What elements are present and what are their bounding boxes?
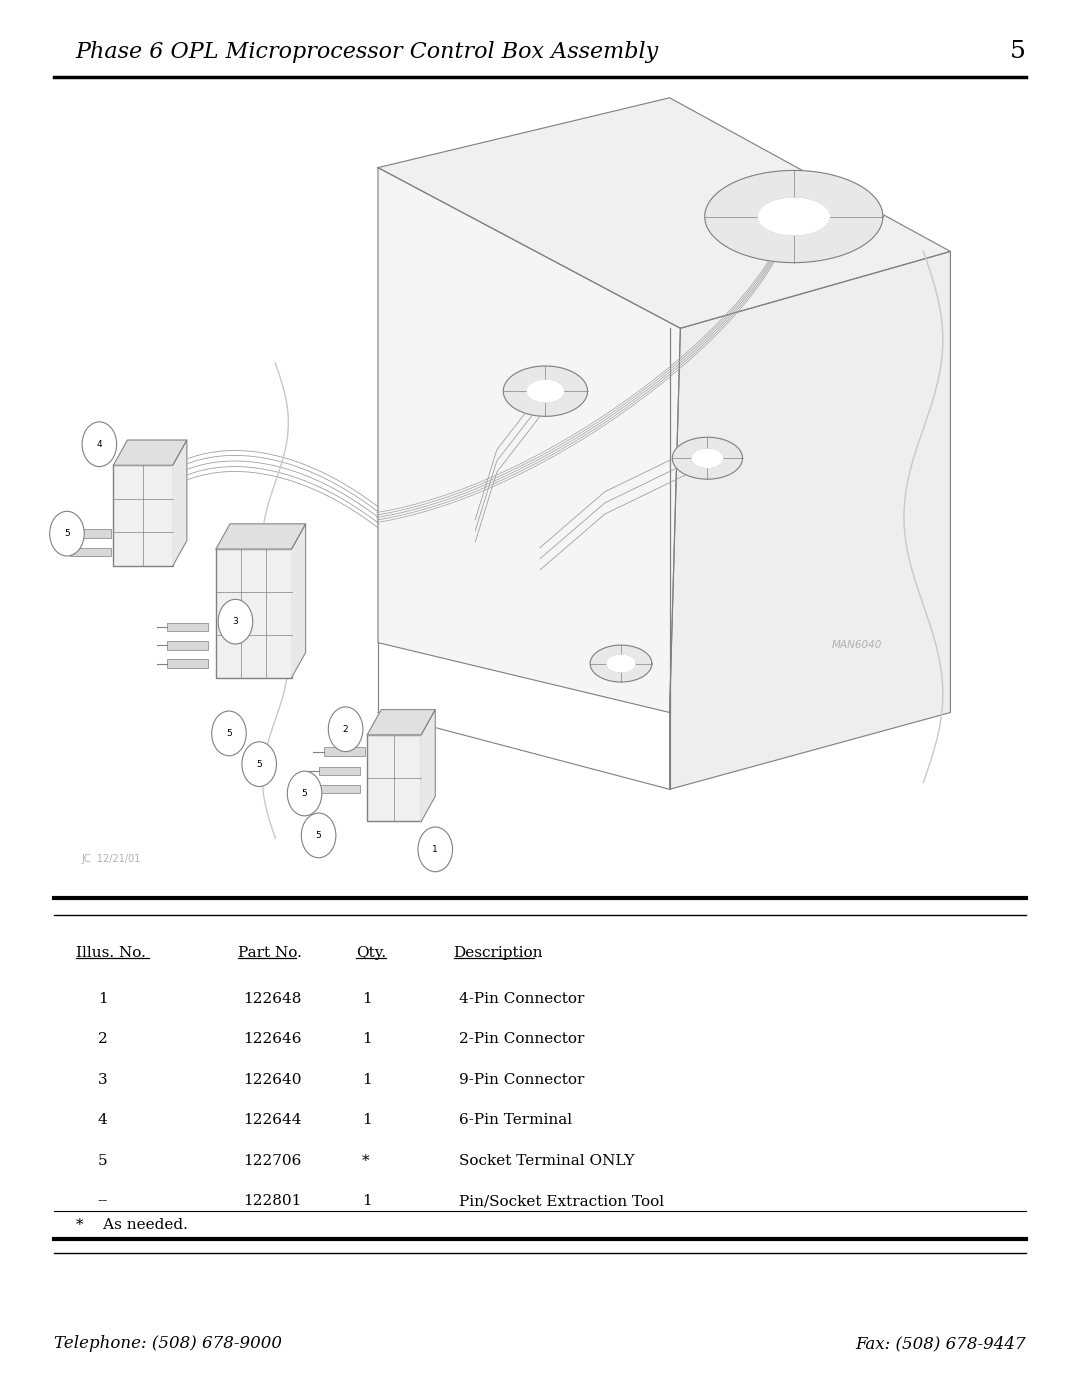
Circle shape [242,742,276,787]
Text: Phase 6 OPL Microprocessor Control Box Assembly: Phase 6 OPL Microprocessor Control Box A… [76,41,659,63]
Text: 122640: 122640 [243,1073,301,1087]
Text: 122644: 122644 [243,1113,301,1127]
Circle shape [50,511,84,556]
Text: 1: 1 [362,1073,372,1087]
Text: 1: 1 [362,1113,372,1127]
Polygon shape [216,524,306,549]
Circle shape [287,771,322,816]
Bar [70,548,111,556]
Text: JC  12/21/01: JC 12/21/01 [81,854,140,865]
Bar [324,747,365,756]
Text: 1: 1 [362,1194,372,1208]
Polygon shape [378,98,950,328]
Polygon shape [173,440,187,566]
Text: 2: 2 [342,725,349,733]
Text: --: -- [97,1194,108,1208]
Text: 3: 3 [232,617,239,626]
Circle shape [418,827,453,872]
Text: 3: 3 [98,1073,107,1087]
Circle shape [301,813,336,858]
Circle shape [212,711,246,756]
Polygon shape [503,366,588,416]
Text: Socket Terminal ONLY: Socket Terminal ONLY [459,1154,635,1168]
Bar [167,623,208,631]
Circle shape [82,422,117,467]
Polygon shape [113,440,187,465]
Text: Part No.: Part No. [238,946,301,960]
Text: 5: 5 [301,789,308,798]
Text: 122648: 122648 [243,992,301,1006]
Text: 5: 5 [64,529,70,538]
Text: 4-Pin Connector: 4-Pin Connector [459,992,584,1006]
Bar [70,529,111,538]
Text: 122706: 122706 [243,1154,301,1168]
Text: 5: 5 [1010,41,1026,63]
Text: Description: Description [454,946,543,960]
Polygon shape [378,168,680,712]
Polygon shape [607,655,635,672]
Polygon shape [367,710,435,735]
Text: 5: 5 [256,760,262,768]
Text: Fax: (508) 678-9447: Fax: (508) 678-9447 [855,1336,1026,1352]
Polygon shape [590,645,652,682]
Bar [216,549,292,678]
Text: *: * [362,1154,369,1168]
Text: *    As needed.: * As needed. [76,1218,188,1232]
Polygon shape [670,251,950,789]
Text: MAN6040: MAN6040 [832,640,882,651]
Text: 1: 1 [362,1032,372,1046]
Polygon shape [758,198,829,235]
Circle shape [218,599,253,644]
Polygon shape [705,170,883,263]
Text: 5: 5 [226,729,232,738]
Text: 9-Pin Connector: 9-Pin Connector [459,1073,584,1087]
Bar [167,641,208,650]
Text: 6-Pin Terminal: 6-Pin Terminal [459,1113,572,1127]
Text: Qty.: Qty. [356,946,387,960]
Text: 122801: 122801 [243,1194,301,1208]
Bar [167,659,208,668]
Text: 1: 1 [97,992,108,1006]
Text: 2: 2 [97,1032,108,1046]
Text: 1: 1 [362,992,372,1006]
Bar [367,735,421,821]
Text: 4: 4 [96,440,103,448]
Polygon shape [292,524,306,678]
Text: Telephone: (508) 678-9000: Telephone: (508) 678-9000 [54,1336,282,1352]
Polygon shape [673,437,743,479]
Text: 5: 5 [98,1154,107,1168]
Bar [319,785,360,793]
Bar [113,465,173,566]
Text: 5: 5 [315,831,322,840]
Text: 4: 4 [97,1113,108,1127]
Text: 122646: 122646 [243,1032,301,1046]
Polygon shape [692,448,723,468]
Text: 1: 1 [432,845,438,854]
Text: Illus. No.: Illus. No. [76,946,146,960]
Text: 2-Pin Connector: 2-Pin Connector [459,1032,584,1046]
Polygon shape [527,380,564,402]
Bar [319,767,360,775]
Circle shape [328,707,363,752]
Polygon shape [421,710,435,821]
Text: Pin/Socket Extraction Tool: Pin/Socket Extraction Tool [459,1194,664,1208]
